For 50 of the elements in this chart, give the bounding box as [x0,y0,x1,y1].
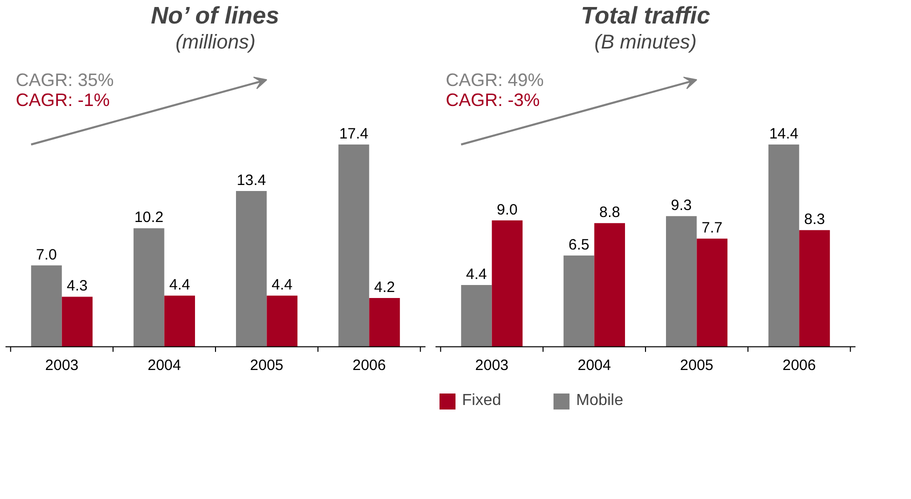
chart-subtitle: (millions) [176,32,256,54]
data-label: 7.0 [36,246,57,264]
bar [369,298,400,347]
text: CAGR: 49% [446,70,544,90]
data-label: 4.4 [169,276,190,294]
bar [236,191,267,347]
text: CAGR: -1% [16,90,110,110]
bar [461,284,492,347]
data-label: 8.8 [599,204,620,222]
bar [768,144,800,347]
legend-label: Fixed [462,392,502,410]
data-label: 8.3 [804,211,825,228]
bar [338,144,370,347]
x-tick-label: 2005 [250,356,284,374]
bar [266,296,298,347]
data-label: 17.4 [339,125,368,142]
chart-title: Total traffic [580,2,710,30]
bar [164,296,196,347]
data-label: 7.7 [702,220,723,237]
x-tick-label: 2003 [45,356,79,374]
data-label: 14.4 [769,125,798,142]
bar [696,238,728,347]
chart-subtitle: (B minutes) [594,32,697,54]
bar [62,296,93,347]
bar [492,220,523,347]
bar [799,230,830,347]
data-label: 9.0 [496,201,518,218]
bar [594,223,626,347]
data-label: 4.3 [66,278,88,295]
bar [134,228,164,347]
legend-label: Mobile [576,392,624,410]
data-label: 4.4 [272,276,293,294]
x-tick-label: 2003 [475,356,509,374]
data-label: 6.5 [568,236,590,254]
x-tick-label: 2004 [578,356,611,374]
bar [666,216,697,347]
data-label: 4.4 [466,266,487,283]
text: CAGR: -3% [446,90,540,110]
x-tick-label: 2006 [782,356,816,374]
data-label: 4.2 [374,278,395,296]
x-tick-label: 2004 [148,356,181,374]
text: CAGR: 35% [16,70,114,90]
data-label: 9.3 [670,197,692,214]
chart-title: No’ of lines [150,2,280,30]
data-label: 10.2 [134,209,164,226]
data-label: 13.4 [236,172,266,189]
bar [564,255,594,347]
bar [31,265,62,347]
x-tick-label: 2005 [680,356,714,374]
x-tick-label: 2006 [352,356,386,374]
